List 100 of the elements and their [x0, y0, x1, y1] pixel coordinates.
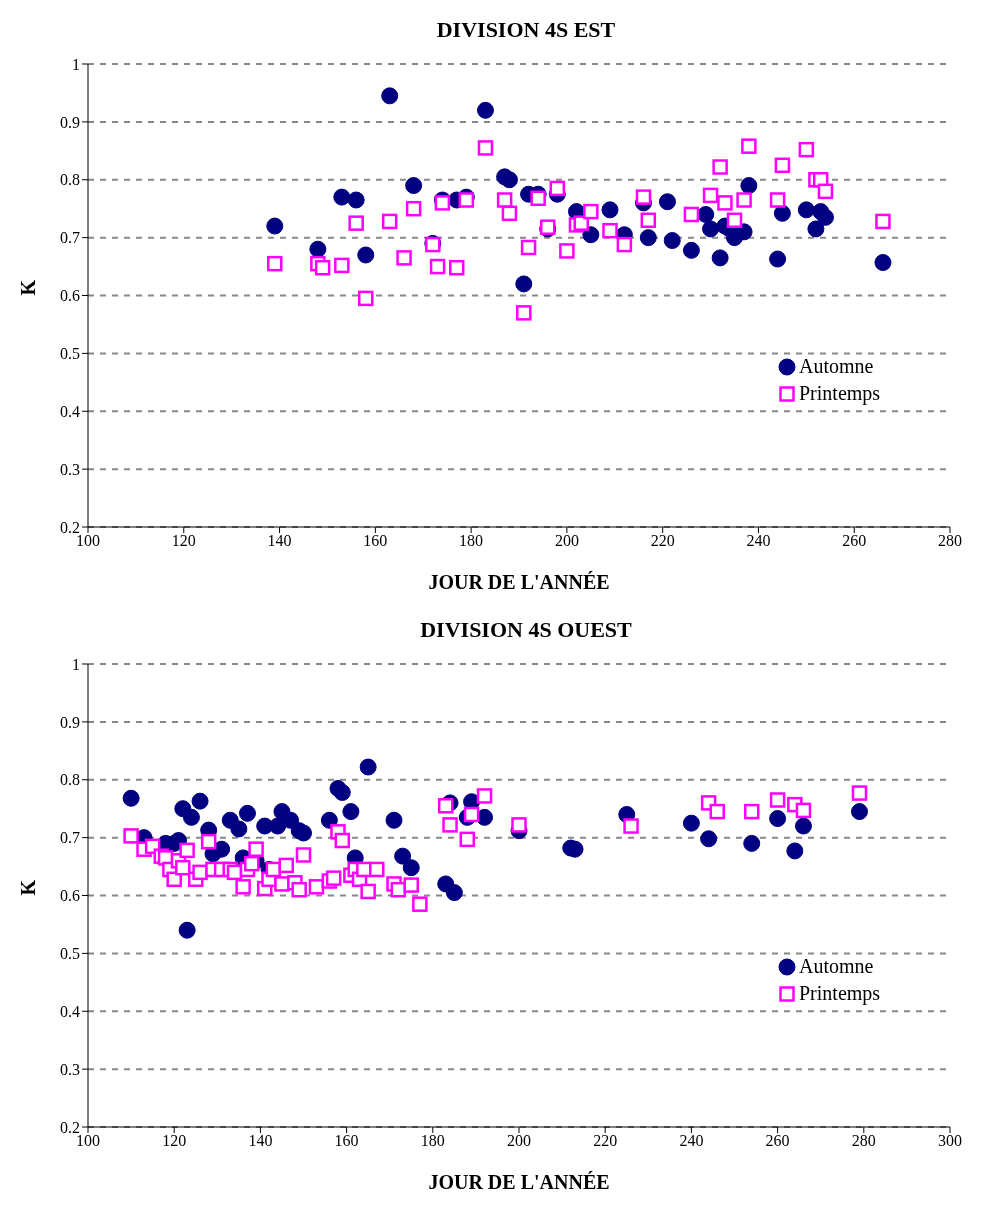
point — [663, 232, 681, 250]
point — [786, 842, 804, 860]
point — [623, 818, 639, 834]
point — [333, 188, 351, 206]
point — [702, 220, 720, 238]
point — [459, 831, 476, 848]
point — [582, 226, 600, 244]
legend-label: Automne — [799, 954, 874, 979]
point — [175, 859, 191, 876]
point — [333, 783, 351, 801]
y-tick-label: 0.6 — [60, 887, 80, 905]
y-tick-label: 0.3 — [60, 1060, 80, 1078]
y-tick-label: 0.3 — [60, 460, 80, 478]
point — [238, 804, 256, 822]
x-tick-label: 200 — [554, 532, 579, 550]
y-tick-label: 0.7 — [60, 229, 80, 247]
point — [476, 788, 493, 804]
point — [874, 254, 892, 272]
x-tick-label: 300 — [938, 1132, 962, 1150]
point — [709, 803, 726, 820]
point — [182, 808, 200, 826]
point — [314, 259, 331, 276]
y-tick-label: 0.9 — [60, 113, 80, 131]
point — [501, 205, 518, 222]
point — [360, 883, 376, 900]
point — [166, 871, 182, 888]
point — [520, 239, 537, 256]
point — [769, 250, 787, 268]
point — [248, 841, 264, 857]
point — [412, 896, 428, 912]
point — [458, 192, 475, 208]
x-tick-label: 160 — [363, 532, 388, 550]
point — [179, 842, 195, 859]
point — [358, 290, 374, 307]
point — [394, 847, 412, 865]
point — [741, 138, 757, 154]
x-tick-label: 160 — [334, 1132, 359, 1150]
point — [437, 798, 454, 814]
point — [463, 806, 480, 823]
x-tick-label: 140 — [248, 1132, 273, 1150]
point — [530, 190, 546, 207]
point — [200, 833, 217, 850]
point — [434, 195, 451, 211]
point — [743, 834, 761, 852]
point — [769, 810, 787, 828]
point — [740, 177, 758, 195]
y-tick-label: 0.4 — [60, 402, 80, 420]
x-tick-label: 260 — [765, 1132, 790, 1150]
point — [334, 832, 351, 849]
point — [602, 222, 618, 239]
point — [795, 802, 812, 819]
x-tick-label: 280 — [938, 532, 962, 550]
point — [308, 879, 325, 895]
point — [325, 870, 342, 886]
point — [683, 206, 700, 223]
y-tick-label: 0.7 — [60, 829, 80, 847]
point — [726, 212, 743, 229]
point — [682, 241, 700, 259]
point — [348, 215, 364, 231]
point — [798, 141, 815, 158]
point — [583, 203, 599, 220]
point — [291, 881, 307, 898]
point — [697, 205, 715, 223]
x-tick-label: 240 — [679, 1132, 704, 1150]
point — [850, 803, 868, 821]
point — [342, 803, 360, 821]
point — [405, 177, 423, 195]
point — [700, 830, 718, 848]
point — [385, 811, 403, 829]
y-tick-label: 0.9 — [60, 713, 80, 731]
x-axis-title: JOUR DE L'ANNÉE — [428, 571, 610, 593]
point — [442, 817, 458, 833]
point — [448, 259, 465, 276]
point — [807, 220, 825, 238]
point — [402, 859, 420, 877]
point — [736, 192, 752, 208]
point — [445, 884, 463, 902]
chart-title: DIVISION 4S EST — [435, 16, 617, 44]
point — [477, 140, 494, 156]
x-tick-label: 120 — [171, 532, 196, 550]
point — [774, 157, 791, 174]
point — [429, 258, 446, 275]
point — [122, 789, 140, 807]
legend-label: Printemps — [799, 381, 881, 407]
x-tick-label: 220 — [593, 1132, 618, 1150]
y-tick-label: 0.8 — [60, 171, 80, 189]
point — [347, 191, 365, 209]
x-tick-label: 120 — [162, 1132, 187, 1150]
x-tick-label: 180 — [459, 532, 484, 550]
point — [640, 212, 657, 229]
point — [702, 187, 719, 204]
point — [178, 921, 196, 939]
x-tick-label: 140 — [267, 532, 292, 550]
point — [682, 814, 700, 832]
point — [278, 857, 295, 874]
point — [381, 87, 399, 105]
y-tick-label: 0.5 — [60, 345, 80, 363]
legend-label: Automne — [799, 354, 874, 379]
point — [123, 828, 139, 844]
point — [735, 223, 753, 241]
